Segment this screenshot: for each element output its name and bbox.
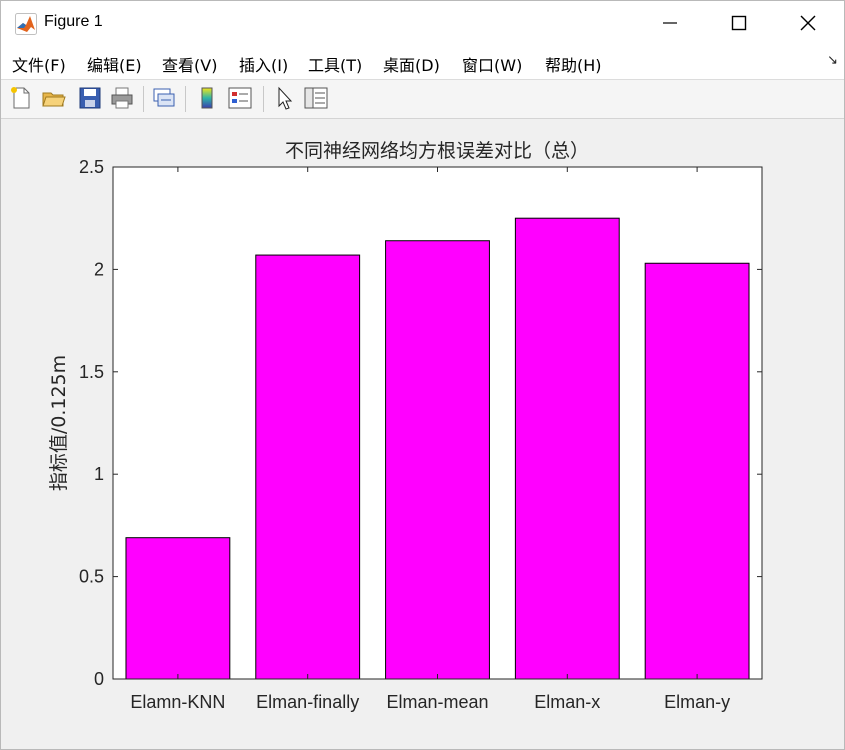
close-icon (800, 15, 816, 31)
maximize-icon (731, 15, 747, 31)
menu-help[interactable]: 帮助(H) (545, 56, 602, 75)
x-tick-label: Elman-y (664, 692, 730, 712)
chart-title: 不同神经网络均方根误差对比（总） (285, 140, 589, 162)
close-button[interactable] (774, 1, 842, 45)
x-tick-label: Elman-finally (256, 692, 359, 712)
menu-insert[interactable]: 插入(I) (239, 56, 289, 75)
bar-series (125, 217, 750, 680)
y-axis-label: 指标值/0.125m (48, 355, 70, 491)
bar-elamn-knn[interactable] (125, 537, 231, 680)
bar-elman-y[interactable] (644, 262, 750, 680)
print-icon[interactable] (109, 85, 135, 111)
menu-edit[interactable]: 编辑(E) (87, 56, 142, 75)
maximize-button[interactable] (705, 1, 773, 45)
x-tick-label: Elamn-KNN (130, 692, 225, 712)
bar-elman-x[interactable] (514, 217, 620, 680)
menu-file[interactable]: 文件(F) (12, 56, 66, 75)
y-tick-label: 2 (94, 259, 104, 279)
matlab-logo-icon (15, 13, 37, 35)
bar-elman-finally[interactable] (255, 254, 361, 680)
menu-bar: 文件(F) 编辑(E) 查看(V) 插入(I) 工具(T) 桌面(D) 窗口(W… (1, 45, 844, 80)
minimize-button[interactable] (636, 1, 704, 45)
bar-chart[interactable]: 0 0.5 1 1.5 2 2.5 Elamn-KNN Elman-finally Elman… (1, 119, 844, 749)
open-file-icon[interactable] (41, 85, 67, 111)
figure-toolbar (1, 80, 844, 119)
link-plot-icon[interactable] (151, 85, 177, 111)
axes-box (112, 166, 763, 680)
menu-window[interactable]: 窗口(W) (462, 56, 523, 75)
dock-arrow-icon[interactable]: ↘ (827, 53, 838, 68)
x-tick-label: Elman-mean (386, 692, 488, 712)
menu-view[interactable]: 查看(V) (162, 56, 218, 75)
y-tick-label: 1 (94, 464, 104, 484)
x-tick-label: Elman-x (534, 692, 600, 712)
toolbar-separator (263, 86, 264, 112)
y-tick-label: 1.5 (79, 362, 104, 382)
menu-desktop[interactable]: 桌面(D) (383, 56, 440, 75)
new-figure-icon[interactable] (8, 85, 34, 111)
y-tick-label: 0 (94, 669, 104, 689)
colorbar-icon[interactable] (194, 85, 220, 111)
save-icon[interactable] (77, 85, 103, 111)
title-bar: Figure 1 (1, 1, 844, 45)
legend-icon[interactable] (227, 85, 253, 111)
window-title: Figure 1 (44, 13, 103, 30)
x-axis-tick-labels: Elamn-KNN Elman-finally Elman-mean Elman-x E… (130, 692, 730, 712)
minimize-icon (663, 22, 677, 24)
pointer-icon[interactable] (272, 85, 298, 111)
toolbar-separator (143, 86, 144, 112)
bar-elman-mean[interactable] (385, 240, 490, 680)
y-axis-tick-labels: 0 0.5 1 1.5 2 2.5 (79, 157, 104, 689)
figure-canvas: 0 0.5 1 1.5 2 2.5 Elamn-KNN Elman-finally Elman… (1, 119, 844, 749)
menu-tools[interactable]: 工具(T) (308, 56, 363, 75)
y-tick-label: 0.5 (79, 567, 104, 587)
y-tick-label: 2.5 (79, 157, 104, 177)
property-inspector-icon[interactable] (303, 85, 329, 111)
toolbar-separator (185, 86, 186, 112)
